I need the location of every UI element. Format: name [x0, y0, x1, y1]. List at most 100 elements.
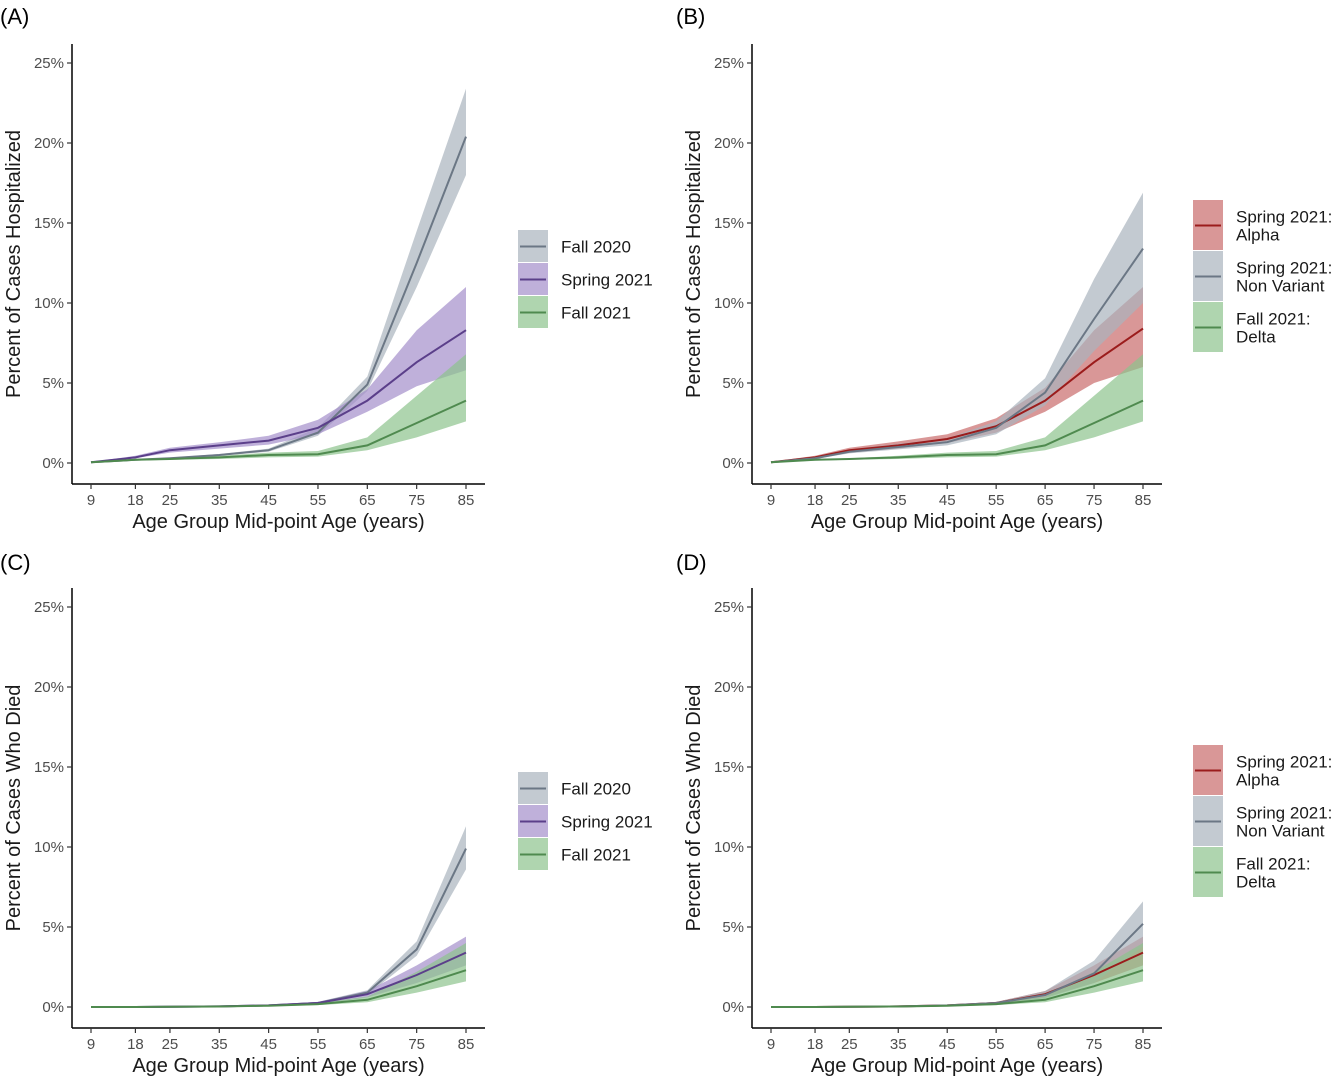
y-axis-title: Percent of Cases Who Died [3, 685, 25, 932]
x-tick-label: 55 [310, 492, 327, 509]
y-tick-label: 20% [714, 679, 744, 696]
legend: Fall 2020 Spring 2021 Fall 2021 [518, 230, 653, 328]
x-axis-title: Age Group Mid-point Age (years) [132, 511, 424, 533]
x-tick-label: 75 [1086, 492, 1103, 509]
y-tick-label: 0% [722, 455, 744, 472]
legend-item: Fall 2020 [518, 230, 631, 262]
x-tick-label: 35 [211, 492, 228, 509]
legend-label: Spring 2021: Alpha [1236, 208, 1332, 245]
legend-item: Fall 2021: Delta [1193, 847, 1311, 897]
y-axis-title: Percent of Cases Hospitalized [3, 130, 25, 398]
x-tick-label: 18 [807, 1036, 824, 1053]
panel-label: (C) [0, 550, 31, 575]
legend-label: Spring 2021: Alpha [1236, 753, 1332, 790]
x-tick-label: 85 [458, 492, 475, 509]
y-tick-label: 15% [714, 215, 744, 232]
y-tick-label: 15% [714, 759, 744, 776]
legend-label: Fall 2021: Delta [1236, 310, 1311, 347]
panel-label: (D) [676, 550, 707, 575]
x-tick-label: 35 [211, 1036, 228, 1053]
legend: Spring 2021: Alpha Spring 2021: Non Variant… [1193, 200, 1332, 352]
legend-label: Spring 2021: Non Variant [1236, 804, 1332, 841]
x-tick-label: 9 [87, 492, 95, 509]
ribbon-series-1 [91, 287, 466, 463]
x-tick-label: 55 [988, 1036, 1005, 1053]
y-tick-label: 0% [722, 999, 744, 1016]
y-tick-label: 20% [34, 135, 64, 152]
line-series-2 [770, 399, 1144, 464]
legend-item: Spring 2021 [518, 263, 653, 295]
x-tick-label: 45 [939, 492, 956, 509]
ribbon-series-1 [771, 192, 1143, 463]
panel-0: (A) 0% 5% 10% 15% 20% 25% 9 18 25 35 45 55 65 75 85 Age … [0, 4, 653, 533]
line-series-2 [90, 399, 467, 464]
x-tick-label: 18 [127, 492, 144, 509]
panel-1: (B) 0% 5% 10% 15% 20% 25% 9 18 25 35 45 55 65 75 85 Age … [676, 4, 1332, 533]
panel-label: (A) [0, 4, 29, 29]
x-tick-label: 18 [127, 1036, 144, 1053]
y-tick-label: 5% [42, 919, 64, 936]
legend-item: Spring 2021 [518, 805, 653, 837]
y-tick-label: 10% [34, 295, 64, 312]
x-tick-label: 25 [841, 1036, 858, 1053]
x-tick-label: 75 [408, 1036, 425, 1053]
legend: Spring 2021: Alpha Spring 2021: Non Variant… [1193, 745, 1332, 897]
y-tick-label: 5% [722, 919, 744, 936]
y-tick-label: 15% [34, 759, 64, 776]
legend-item: Fall 2021 [518, 838, 631, 870]
ribbon-series-2 [91, 354, 466, 463]
legend-item: Fall 2020 [518, 772, 631, 804]
line-series-0 [770, 327, 1144, 464]
legend-item: Spring 2021: Alpha [1193, 200, 1332, 250]
x-axis-title: Age Group Mid-point Age (years) [811, 1055, 1103, 1077]
y-tick-label: 10% [714, 295, 744, 312]
y-tick-label: 5% [722, 375, 744, 392]
x-tick-label: 65 [1037, 1036, 1054, 1053]
y-tick-label: 0% [42, 999, 64, 1016]
legend-item: Fall 2021 [518, 296, 631, 328]
x-tick-label: 65 [359, 492, 376, 509]
y-tick-label: 15% [34, 215, 64, 232]
x-tick-label: 9 [87, 1036, 95, 1053]
legend-label: Fall 2020 [561, 238, 631, 257]
y-tick-label: 5% [42, 375, 64, 392]
x-tick-label: 65 [1037, 492, 1054, 509]
legend-label: Fall 2021 [561, 304, 631, 323]
x-axis-title: Age Group Mid-point Age (years) [811, 511, 1103, 533]
legend-label: Fall 2021: Delta [1236, 855, 1311, 892]
ribbon-series-2 [771, 354, 1143, 463]
x-axis-title: Age Group Mid-point Age (years) [132, 1055, 424, 1077]
x-tick-label: 65 [359, 1036, 376, 1053]
line-series-2 [91, 969, 467, 1008]
y-tick-label: 0% [42, 455, 64, 472]
x-tick-label: 25 [841, 492, 858, 509]
legend: Fall 2020 Spring 2021 Fall 2021 [518, 772, 653, 870]
panel-2: (C) 0% 5% 10% 15% 20% 25% 9 18 25 35 45 55 65 75 85 Age … [0, 550, 653, 1077]
y-tick-label: 20% [34, 679, 64, 696]
ribbon-series-1 [91, 936, 466, 1007]
x-tick-label: 45 [260, 492, 277, 509]
x-tick-label: 9 [767, 1036, 775, 1053]
x-tick-label: 75 [408, 492, 425, 509]
legend-label: Fall 2020 [561, 780, 631, 799]
ribbon-series-0 [91, 88, 466, 463]
y-axis-title: Percent of Cases Hospitalized [683, 130, 705, 398]
y-axis-title: Percent of Cases Who Died [683, 685, 705, 932]
x-tick-label: 85 [458, 1036, 475, 1053]
x-tick-label: 25 [162, 1036, 179, 1053]
legend-item: Spring 2021: Non Variant [1193, 251, 1332, 301]
x-tick-label: 75 [1086, 1036, 1103, 1053]
x-tick-label: 45 [939, 1036, 956, 1053]
panel-3: (D) 0% 5% 10% 15% 20% 25% 9 18 25 35 45 55 65 75 85 Age … [676, 550, 1332, 1077]
line-series-1 [770, 248, 1144, 464]
x-tick-label: 9 [767, 492, 775, 509]
legend-item: Spring 2021: Non Variant [1193, 796, 1332, 846]
y-tick-label: 25% [34, 55, 64, 72]
x-tick-label: 55 [310, 1036, 327, 1053]
line-series-2 [771, 969, 1144, 1008]
legend-label: Spring 2021 [561, 813, 653, 832]
x-tick-label: 85 [1135, 492, 1152, 509]
y-tick-label: 25% [34, 599, 64, 616]
legend-label: Fall 2021 [561, 846, 631, 865]
